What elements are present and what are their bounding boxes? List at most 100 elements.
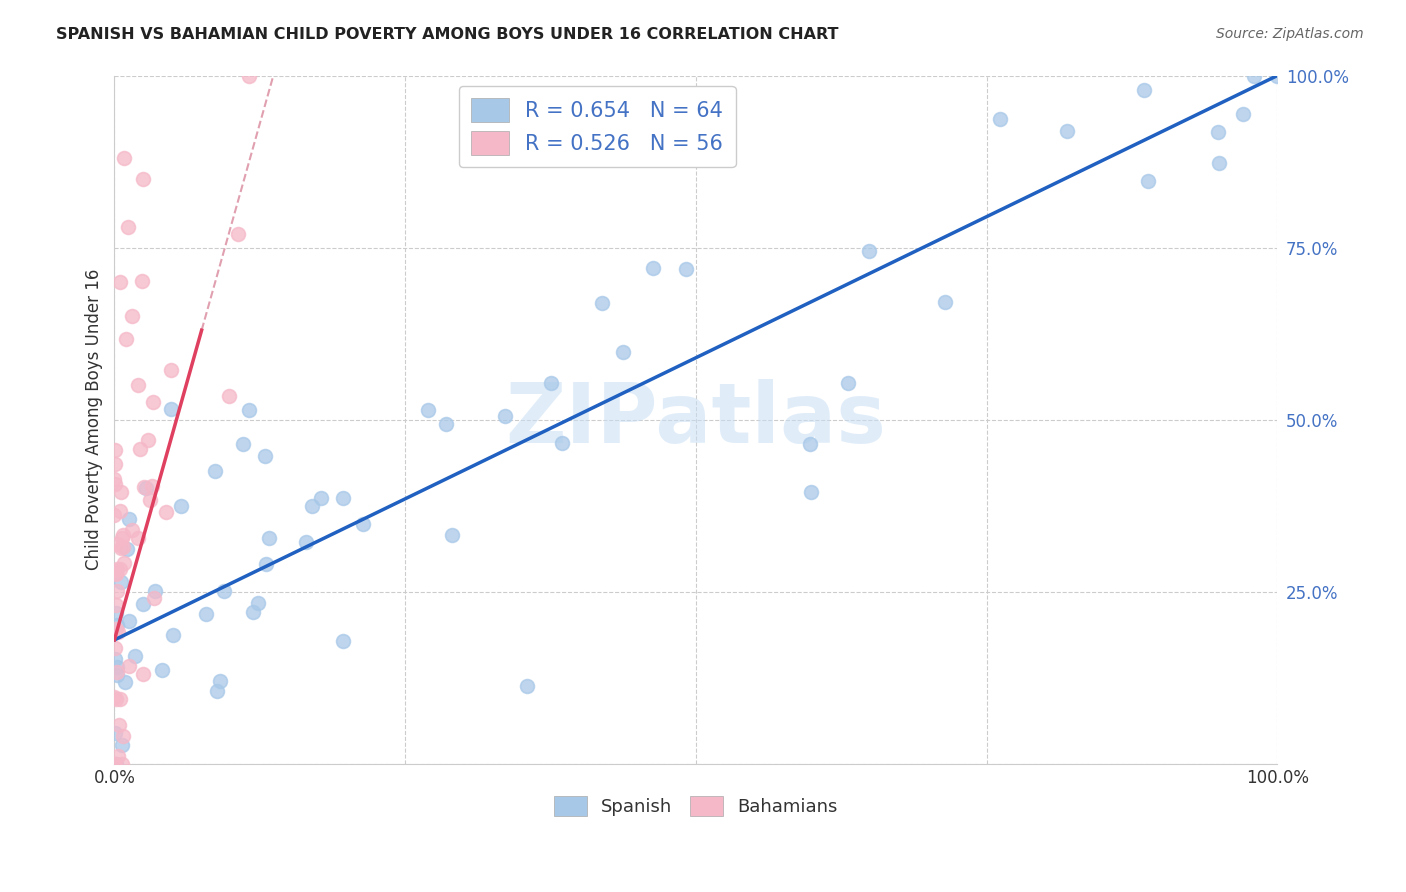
Text: ZIPatlas: ZIPatlas (505, 379, 886, 460)
Point (114, 556, 136, 570)
Point (107, 749, 129, 764)
Point (132, 666, 155, 681)
Point (516, 679, 538, 693)
Legend: Spanish, Bahamians: Spanish, Bahamians (547, 789, 845, 823)
Point (209, 674, 232, 689)
Point (1133, 83, 1156, 97)
Point (1206, 125, 1229, 139)
Point (118, 658, 141, 673)
Point (108, 718, 131, 732)
Point (301, 499, 323, 513)
Point (127, 378, 149, 392)
Point (129, 442, 152, 456)
Point (124, 648, 146, 663)
Point (111, 528, 134, 542)
Point (238, 403, 260, 417)
Point (1267, 69, 1289, 83)
Point (150, 663, 173, 677)
Point (105, 584, 128, 599)
Point (800, 484, 823, 499)
Point (143, 591, 166, 606)
Point (112, 151, 135, 165)
Point (114, 675, 136, 690)
Point (121, 310, 143, 324)
Point (295, 535, 318, 549)
Point (118, 614, 141, 628)
Point (352, 516, 374, 531)
Point (195, 607, 218, 621)
Point (135, 481, 157, 495)
Point (111, 541, 134, 555)
Point (110, 504, 132, 518)
Point (127, 531, 149, 545)
Point (169, 499, 191, 513)
Point (226, 227, 249, 242)
Point (104, 599, 127, 613)
Point (110, 532, 132, 546)
Point (434, 417, 457, 432)
Point (105, 537, 128, 551)
Point (110, 485, 132, 500)
Point (494, 409, 516, 424)
Point (1208, 155, 1230, 169)
Point (105, 618, 128, 632)
Point (418, 402, 440, 417)
Point (309, 491, 332, 505)
Point (675, 261, 697, 276)
Point (104, 641, 127, 656)
Point (105, 665, 128, 680)
Point (107, 624, 129, 639)
Point (145, 584, 167, 599)
Point (105, 562, 128, 576)
Point (238, 69, 260, 83)
Point (212, 583, 235, 598)
Point (104, 692, 127, 706)
Point (105, 660, 128, 674)
Point (257, 531, 280, 545)
Point (540, 376, 562, 390)
Point (121, 524, 143, 538)
Point (110, 574, 132, 589)
Point (103, 508, 125, 523)
Point (641, 260, 664, 275)
Point (131, 275, 153, 289)
Point (332, 491, 354, 505)
Point (132, 171, 155, 186)
Point (112, 729, 135, 743)
Point (232, 437, 254, 451)
Point (218, 388, 240, 402)
Point (254, 557, 277, 571)
Text: Source: ZipAtlas.com: Source: ZipAtlas.com (1216, 27, 1364, 41)
Point (115, 332, 138, 346)
Point (988, 112, 1011, 127)
Point (155, 505, 177, 519)
Point (103, 756, 125, 771)
Point (104, 756, 127, 771)
Point (246, 595, 269, 609)
Point (111, 739, 134, 753)
Point (550, 435, 572, 450)
Point (141, 479, 163, 493)
Point (110, 692, 132, 706)
Point (132, 597, 155, 611)
Point (103, 690, 125, 705)
Point (105, 668, 128, 682)
Point (242, 606, 264, 620)
Point (207, 684, 229, 698)
Point (104, 756, 127, 771)
Point (160, 363, 183, 377)
Text: SPANISH VS BAHAMIAN CHILD POVERTY AMONG BOYS UNDER 16 CORRELATION CHART: SPANISH VS BAHAMIAN CHILD POVERTY AMONG … (56, 27, 839, 42)
Point (934, 295, 956, 310)
Point (104, 477, 127, 491)
Point (159, 401, 181, 416)
Point (1243, 69, 1265, 83)
Point (332, 634, 354, 648)
Point (799, 436, 821, 450)
Point (104, 566, 127, 580)
Point (110, 275, 132, 289)
Point (1136, 174, 1159, 188)
Point (162, 628, 184, 642)
Point (204, 464, 226, 478)
Point (858, 244, 880, 259)
Point (105, 622, 128, 636)
